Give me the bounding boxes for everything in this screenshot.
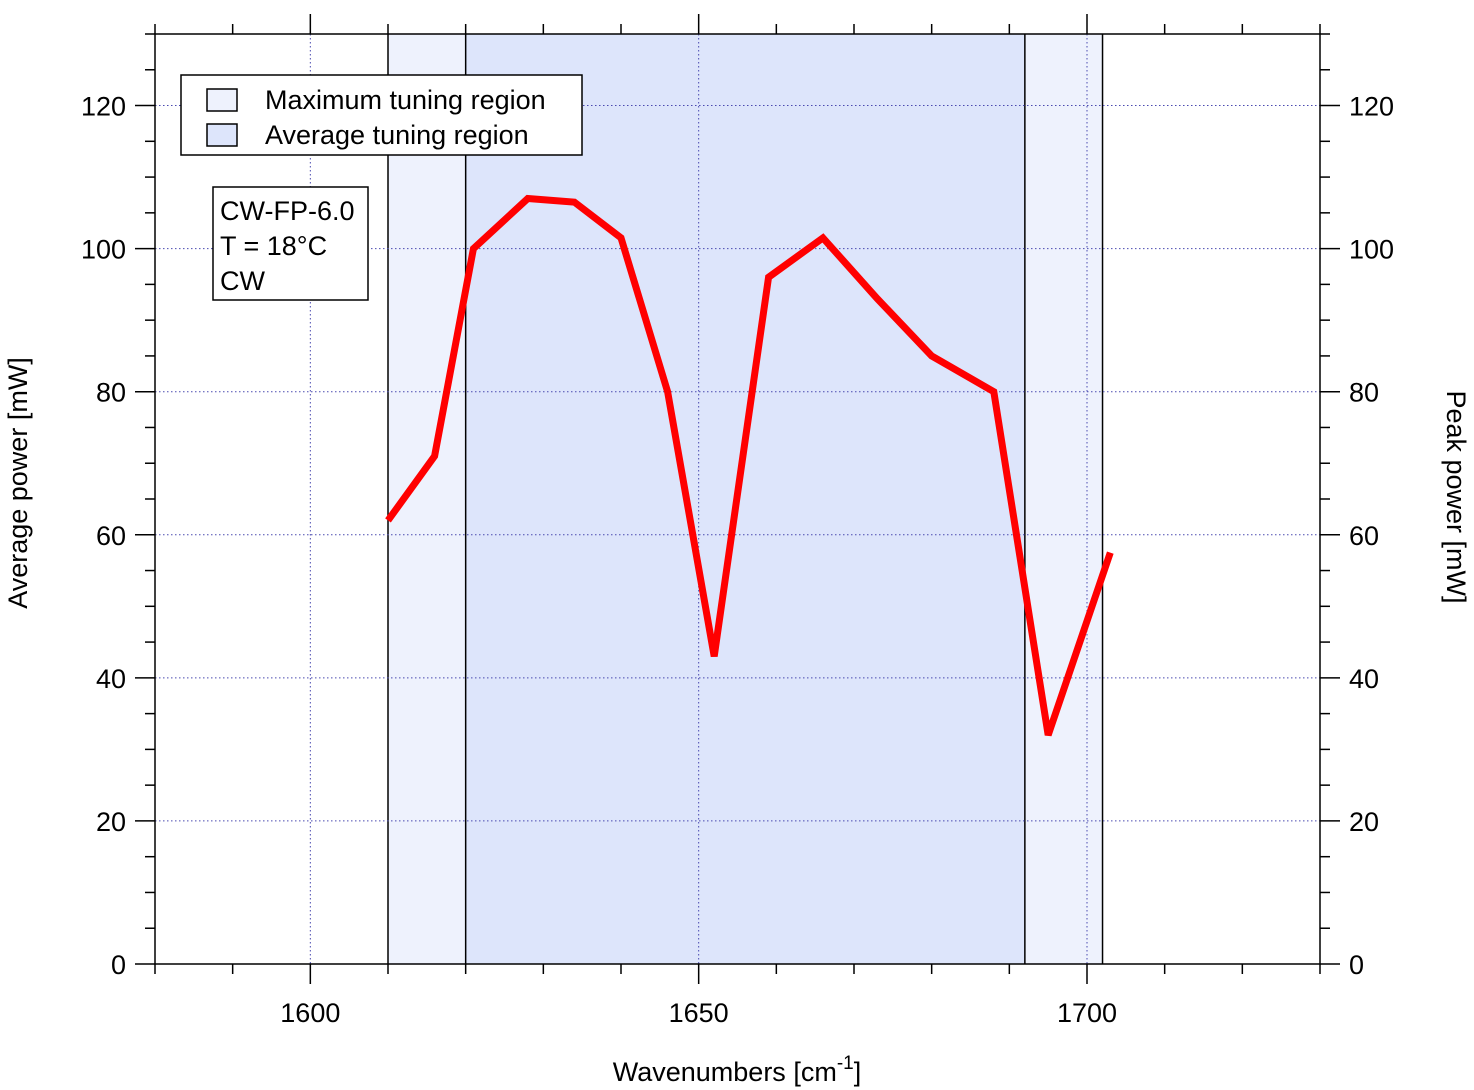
x-axis-title-main: Wavenumbers [cm — [613, 1057, 837, 1087]
annotation-box: CW-FP-6.0 T = 18°C CW — [212, 186, 369, 301]
y-right-tick-label-40: 40 — [1349, 664, 1379, 694]
legend-swatch-average-tuning-region — [206, 123, 238, 147]
tick-labels: 1600 1650 1700 0 0 20 20 40 40 60 60 80 80 100 100 120 1… — [81, 92, 1394, 1028]
x-axis-title: Wavenumbers [cm-1] — [613, 1053, 861, 1087]
annotation-temperature: T = 18°C — [220, 231, 327, 261]
y-right-tick-label-0: 0 — [1349, 950, 1364, 980]
y-axis-left-title: Average power [mW] — [3, 357, 33, 609]
y-left-tick-label-40: 40 — [96, 664, 126, 694]
legend-box — [180, 74, 583, 156]
tuning-regions — [387, 34, 1104, 964]
legend-swatch-maximum-tuning-region — [206, 88, 238, 112]
legend: Maximum tuning region Average tuning reg… — [180, 74, 583, 156]
y-right-tick-label-60: 60 — [1349, 521, 1379, 551]
y-right-tick-label-80: 80 — [1349, 378, 1379, 408]
region-average-tuning-region — [465, 34, 1025, 964]
y-left-tick-label-100: 100 — [81, 235, 126, 265]
x-tick-label-1700: 1700 — [1057, 998, 1117, 1028]
y-left-tick-label-20: 20 — [96, 807, 126, 837]
x-tick-label-1650: 1650 — [669, 998, 729, 1028]
gridlines — [155, 34, 1320, 964]
series-layer — [385, 194, 1114, 737]
y-right-tick-label-120: 120 — [1349, 92, 1394, 122]
y-left-tick-label-60: 60 — [96, 521, 126, 551]
y-left-tick-label-80: 80 — [96, 378, 126, 408]
y-left-tick-label-0: 0 — [111, 950, 126, 980]
annotation-mode: CW — [220, 266, 265, 296]
x-tick-label-1600: 1600 — [280, 998, 340, 1028]
x-axis-title-superscript: -1 — [837, 1053, 854, 1074]
y-left-tick-label-120: 120 — [81, 92, 126, 122]
y-axis-right-title: Peak power [mW] — [1441, 390, 1471, 603]
y-right-tick-label-20: 20 — [1349, 807, 1379, 837]
annotation-frame — [212, 186, 369, 301]
tick-marks — [135, 14, 1340, 984]
legend-label-maximum-tuning-region: Maximum tuning region — [265, 85, 546, 115]
annotation-device: CW-FP-6.0 — [220, 196, 355, 226]
legend-label-average-tuning-region: Average tuning region — [265, 120, 529, 150]
x-axis-title-suffix: ] — [854, 1057, 862, 1087]
y-right-tick-label-100: 100 — [1349, 235, 1394, 265]
